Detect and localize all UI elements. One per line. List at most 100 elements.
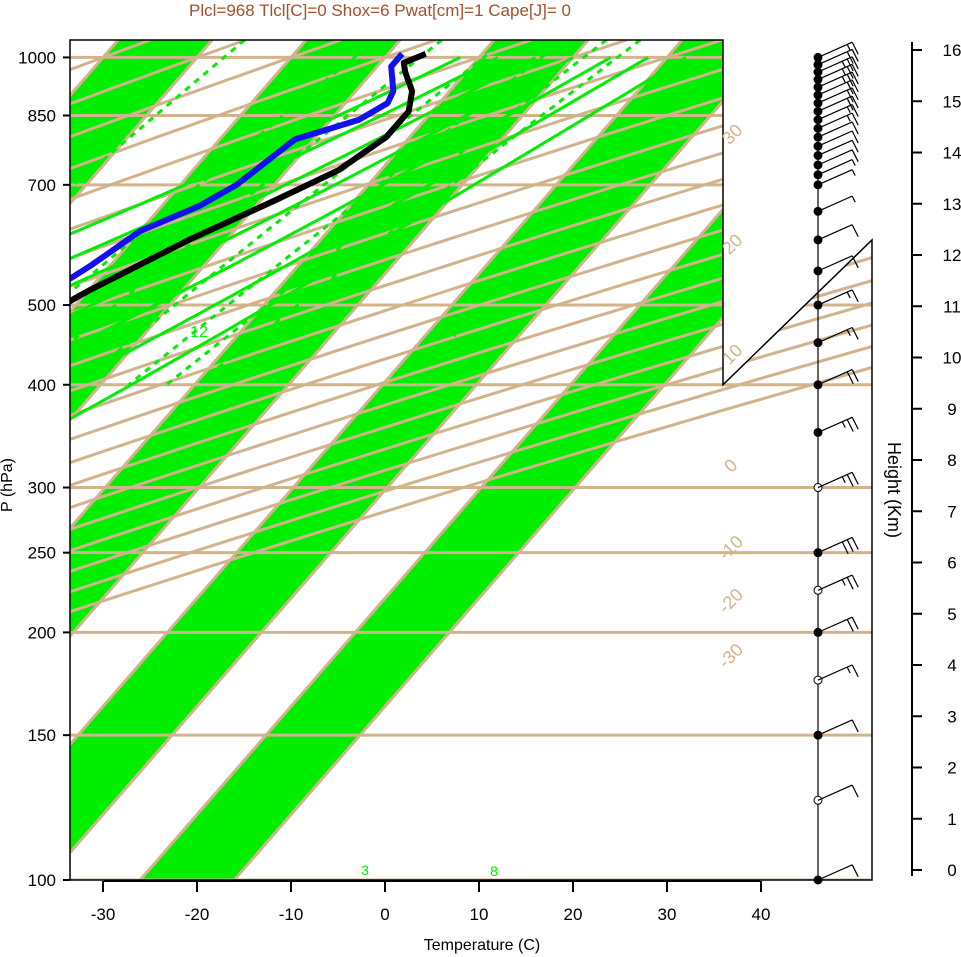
y-tick-label: 200: [28, 623, 56, 642]
barb-half-feather: [841, 68, 846, 76]
wind-barb: [817, 87, 853, 104]
band-label: -20: [714, 584, 747, 617]
barb-feather: [851, 616, 859, 630]
band-label: -10: [714, 531, 747, 564]
wind-barb: [817, 71, 853, 88]
isotherm-line: [70, 40, 402, 880]
barb-feather: [851, 112, 859, 126]
height-tick-label: 4: [947, 656, 956, 675]
wind-barb: [817, 149, 853, 166]
moist-adiabat-line: [70, 56, 649, 584]
wind-barb: [817, 616, 853, 633]
barb-feather: [851, 719, 859, 733]
barb-half-feather: [841, 76, 846, 83]
barb-feather: [846, 98, 854, 111]
height-tick-label: 1: [947, 810, 956, 829]
mixing-ratio-line: [70, 40, 377, 386]
x-tick-label: -30: [91, 905, 116, 924]
moist-adiabat-label: 16: [261, 324, 279, 341]
barb-feather: [851, 140, 859, 153]
wind-barb: [817, 664, 853, 681]
barb-feather: [851, 64, 859, 77]
isotherm-line: [70, 40, 778, 880]
moist-adiabat-line: [70, 56, 461, 584]
band-label: 0: [720, 455, 741, 476]
wind-barb: [817, 416, 853, 434]
wind-barb: [817, 48, 853, 66]
y-tick-label: 400: [28, 376, 56, 395]
dewpoint-line: [70, 51, 405, 880]
barb-half-feather: [846, 106, 851, 113]
barb-feather: [851, 537, 859, 550]
barb-feather: [846, 619, 854, 632]
barb-half-feather: [846, 666, 851, 674]
isotherm-line: [70, 40, 684, 880]
barb-feather: [851, 289, 859, 303]
barb-half-feather: [846, 329, 851, 336]
line-labels: 12 16 24 32 3 8: [190, 324, 666, 879]
barb-half-feather: [851, 169, 856, 176]
mixing-ratio-line: [195, 40, 642, 386]
barb-half-feather: [841, 476, 846, 484]
x-tick-label: 40: [752, 905, 771, 924]
wind-barb: [817, 326, 853, 344]
dry-adiabat-line: [70, 40, 872, 880]
wind-barb: [817, 95, 853, 112]
moist-adiabat-label: 12: [190, 324, 208, 341]
y-tick-label: 500: [28, 296, 56, 315]
wind-barb: [817, 574, 853, 591]
height-tick-label: 7: [947, 502, 956, 521]
barb-half-feather: [846, 44, 851, 51]
barb-feather: [851, 864, 859, 878]
height-tick-label: 2: [947, 759, 956, 778]
y-tick-label: 150: [28, 726, 56, 745]
mixing-ratio-line: [75, 40, 507, 386]
mixing-ratio-line: [165, 40, 608, 386]
dry-adiabat-line: [70, 40, 872, 880]
barb-feather: [851, 56, 859, 70]
x-axis-label: Temperature (C): [424, 937, 540, 954]
barb-feather: [846, 81, 854, 95]
temperature-band: [70, 40, 589, 880]
temperature-line: [70, 51, 427, 880]
band-label: -30: [714, 639, 747, 672]
wind-barb: [817, 784, 853, 801]
barb-feather: [851, 79, 859, 93]
barb-feather: [846, 89, 854, 103]
moist-adiabat-line: [70, 56, 499, 584]
barb-feather: [846, 419, 854, 432]
moist-adiabat-line: [70, 56, 574, 584]
wind-barb: [817, 121, 853, 138]
dry-adiabat-line: [70, 40, 342, 880]
wind-barb: [817, 159, 853, 176]
height-tick-label: 0: [947, 861, 956, 880]
barb-feather: [851, 416, 859, 430]
barb-half-feather: [851, 195, 856, 203]
barb-feather: [851, 49, 859, 62]
wind-barb: [817, 130, 853, 147]
height-tick-label: 11: [943, 297, 961, 316]
barb-half-feather: [846, 115, 851, 122]
barb-feather: [851, 255, 859, 269]
moist-adiabat-label: 24: [440, 324, 458, 341]
barb-feather: [851, 784, 859, 798]
moist-adiabat-line: [70, 56, 612, 584]
height-tick-label: 15: [943, 92, 961, 111]
dry-adiabat-line: [70, 40, 872, 880]
temperature-band: [70, 40, 777, 880]
wind-barb: [817, 139, 853, 157]
dry-adiabat-line: [70, 40, 872, 880]
barb-feather: [851, 87, 859, 101]
barb-feather: [851, 149, 859, 163]
barb-feather: [851, 664, 859, 678]
wind-barb: [817, 289, 853, 306]
temperature-band: [70, 40, 401, 880]
barb-feather: [846, 577, 854, 590]
mixing-ratio-label: 8: [490, 863, 498, 879]
barb-feather: [851, 104, 859, 117]
height-axis-label: Height (Km): [884, 442, 904, 538]
moist-adiabat-line: [70, 56, 687, 584]
